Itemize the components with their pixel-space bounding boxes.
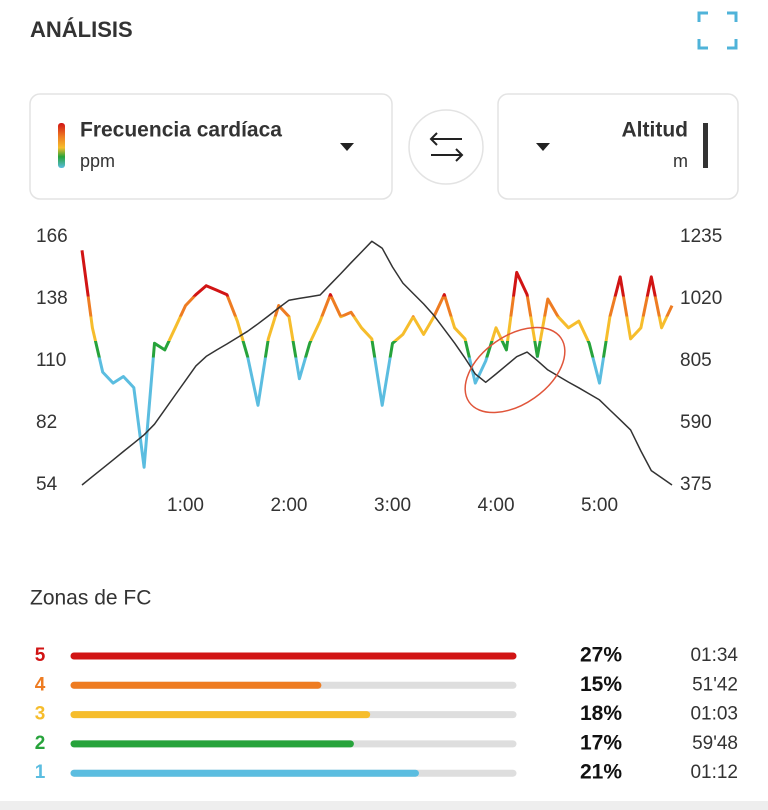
zone-percent: 27%: [580, 644, 622, 667]
y2-tick-label: 1235: [680, 226, 722, 247]
highlight-annotation: [464, 326, 566, 414]
zone-percent: 15%: [580, 673, 622, 696]
dropdown-arrow[interactable]: [340, 143, 354, 151]
fullscreen-button[interactable]: [697, 11, 738, 50]
zone-number: 4: [35, 674, 46, 695]
altitude-legend-icon: [703, 123, 708, 168]
x-tick-label: 2:00: [271, 495, 308, 516]
zone-percent: 21%: [580, 761, 622, 784]
bottom-divider: [0, 801, 768, 810]
right-metric-name: Altitud: [622, 119, 688, 142]
dropdown-arrow[interactable]: [536, 143, 550, 151]
right-metric-selector[interactable]: [497, 93, 739, 200]
zones-title: Zonas de FC: [30, 587, 151, 610]
zone-time: 01:34: [690, 645, 738, 666]
y2-tick-label: 1020: [680, 288, 722, 309]
x-tick-label: 1:00: [167, 495, 204, 516]
zone-number: 5: [35, 645, 46, 666]
y-tick-label: 166: [36, 226, 68, 247]
swap-button[interactable]: [408, 109, 484, 185]
y-tick-label: 138: [36, 288, 68, 309]
y-tick-label: 54: [36, 474, 58, 495]
y2-tick-label: 375: [680, 474, 712, 495]
zone-time: 01:03: [690, 704, 738, 725]
y-tick-label: 110: [36, 350, 66, 371]
x-tick-label: 4:00: [478, 495, 515, 516]
swap-icon: [429, 132, 464, 162]
zone-time: 59'48: [692, 733, 738, 754]
zone-time: 01:12: [690, 762, 738, 783]
left-metric-name: Frecuencia cardíaca: [80, 119, 282, 142]
x-tick-label: 3:00: [374, 495, 411, 516]
zone-percent: 18%: [580, 702, 622, 725]
chart: 54 82 110 138 166 375 590 805 1020 1235 1:00 2:00 3:…: [36, 226, 722, 516]
zones-list: 5 27% 01:34 4 15% 51'42 3 18% 01:03 2 17% 59'48 1 21%…: [35, 644, 739, 784]
zone-number: 1: [35, 762, 46, 783]
x-tick-label: 5:00: [581, 495, 618, 516]
hr-legend-icon: [58, 123, 65, 168]
zone-number: 3: [35, 704, 46, 725]
heart-rate-line: [80, 250, 674, 469]
zone-number: 2: [35, 733, 46, 754]
y-tick-label: 82: [36, 412, 57, 433]
left-metric-selector[interactable]: [29, 93, 393, 200]
altitude-line: [81, 240, 673, 486]
left-metric-unit: ppm: [80, 151, 115, 171]
zone-percent: 17%: [580, 731, 622, 754]
zone-time: 51'42: [692, 674, 738, 695]
y2-tick-label: 805: [680, 350, 712, 371]
y2-tick-label: 590: [680, 412, 712, 433]
right-metric-unit: m: [673, 151, 688, 171]
page-title: ANÁLISIS: [30, 17, 133, 42]
